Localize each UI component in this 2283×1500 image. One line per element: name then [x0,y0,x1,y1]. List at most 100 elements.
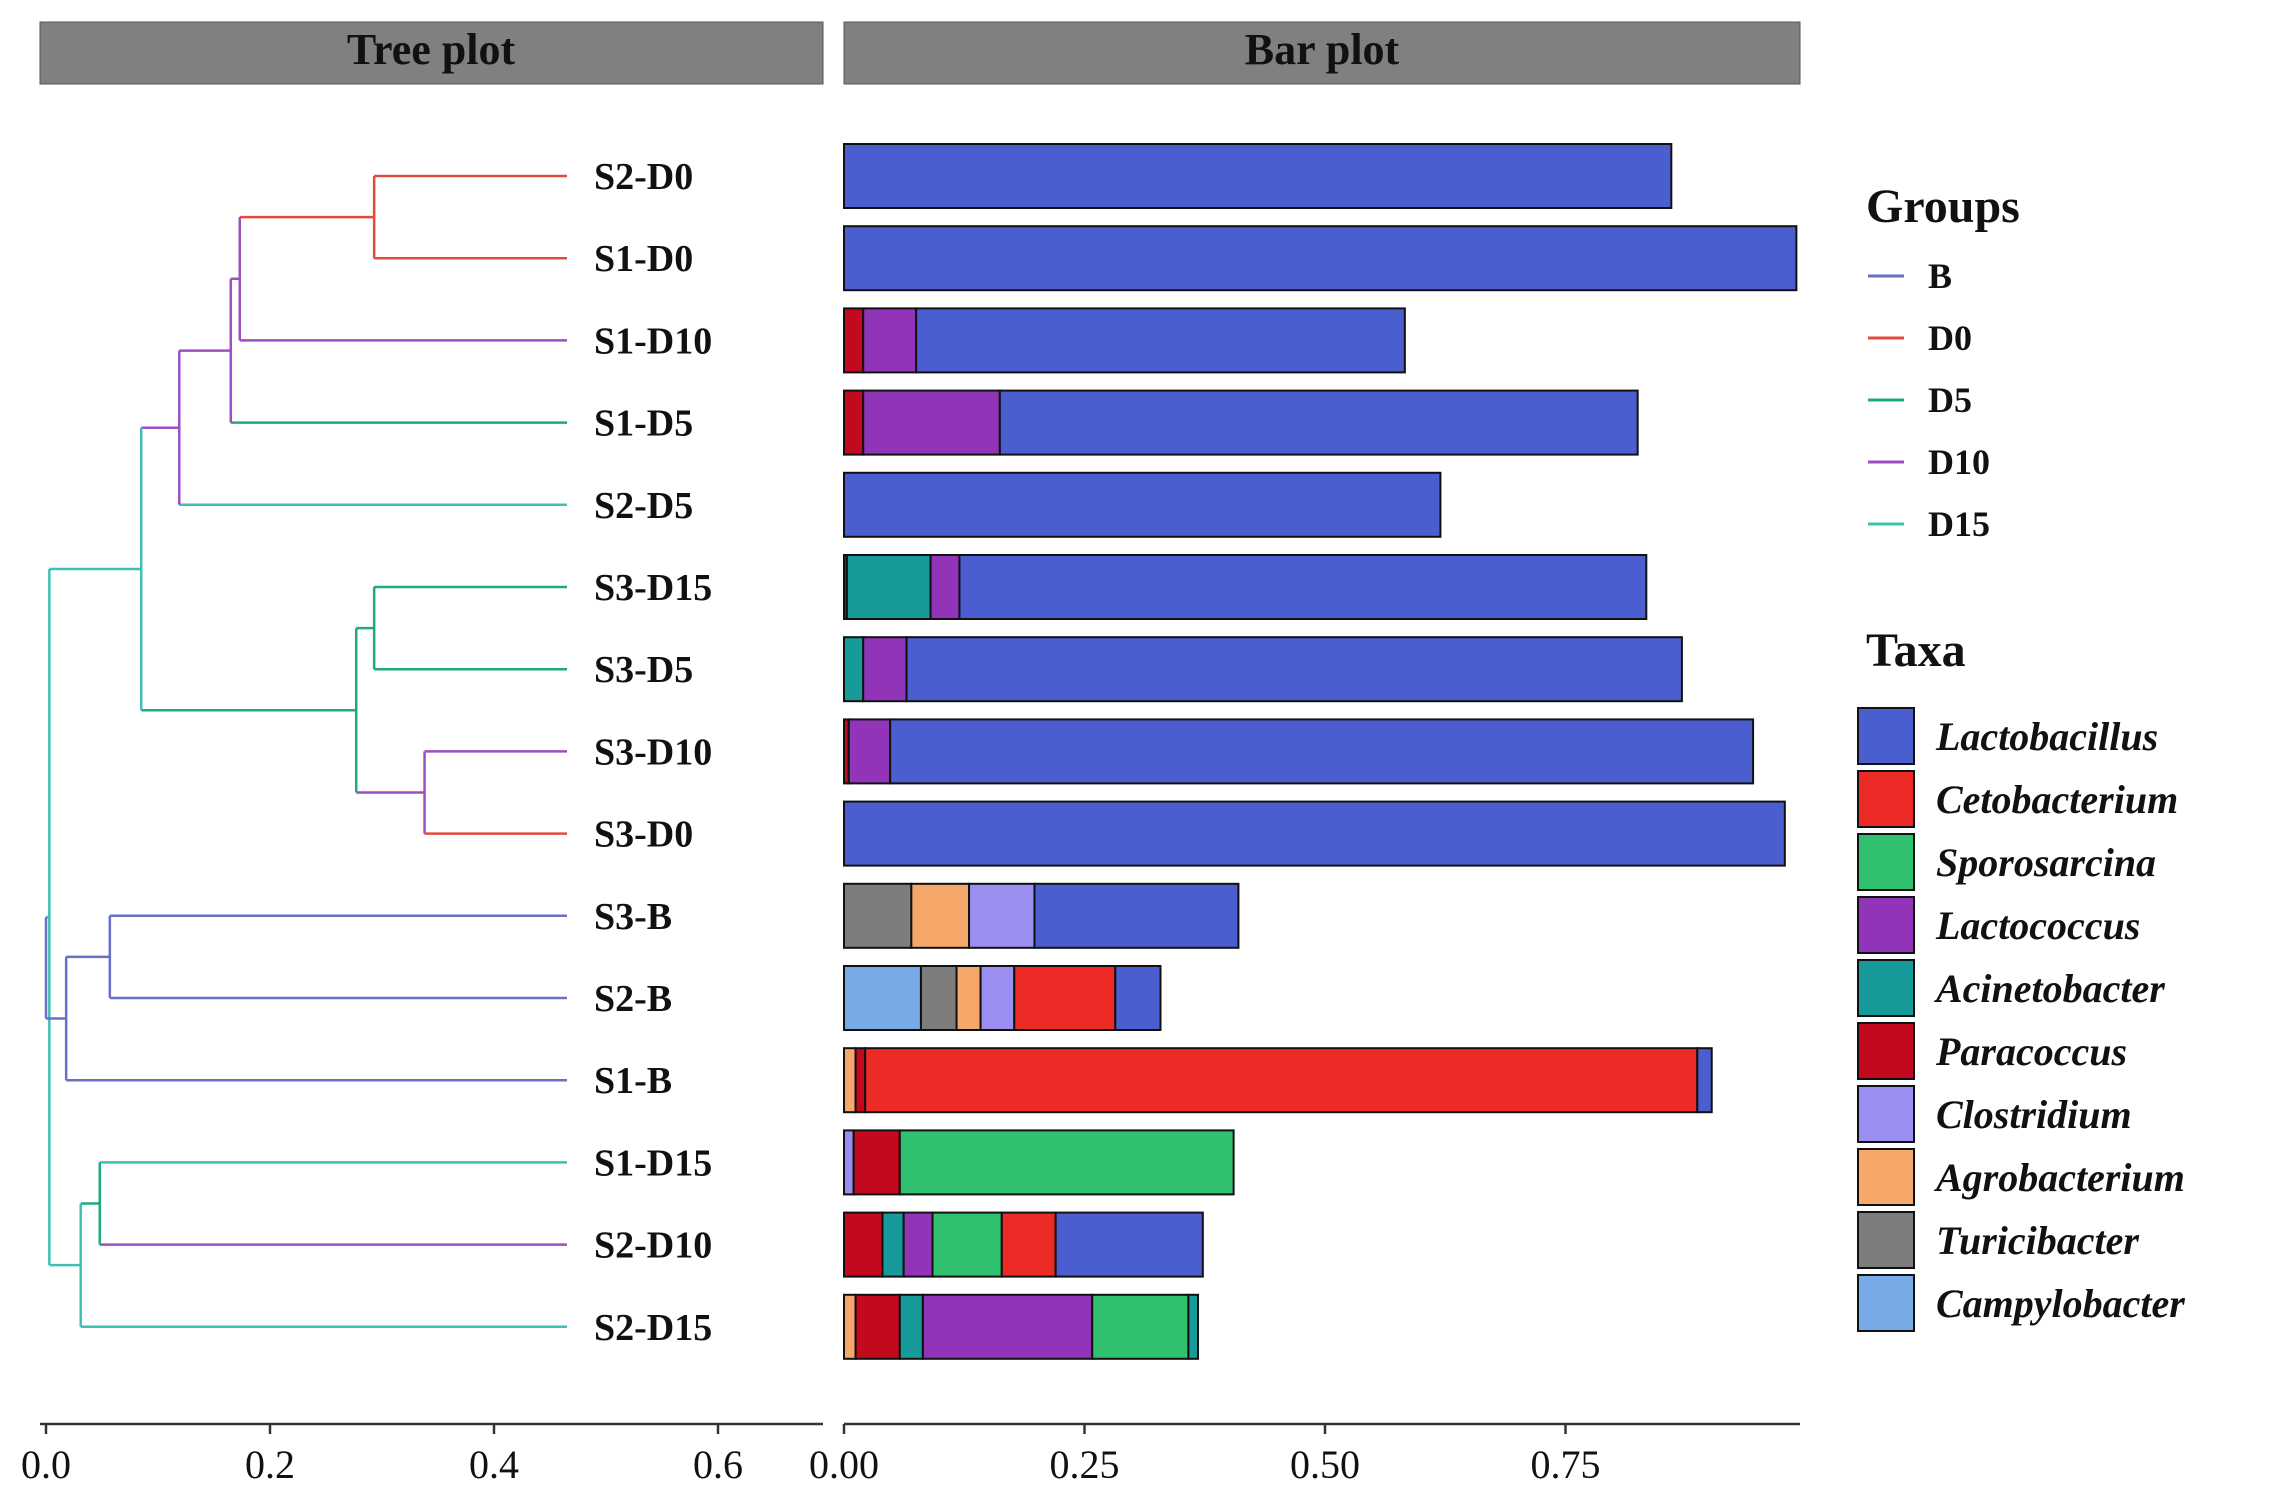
bar-segment-S3-D15-lactobacillus [958,554,1648,620]
taxa-legend-key-paracoccus [1857,1022,1915,1080]
groups-legend-label-B: B [1928,256,1952,296]
bar-segment-S1-D0-lactobacillus [843,225,1798,292]
bar-segment-S2-D10-sporosarcina [931,1211,1003,1278]
leaf-label-S2-D10: S2-D10 [594,1225,712,1267]
bar-S3-D15 [843,554,1648,620]
leaf-label-S2-D5: S2-D5 [594,485,693,527]
bar-S2-D5 [843,471,1442,538]
bar-segment-S3-B-agrobacterium [910,882,971,949]
bar-S3-D0 [843,800,1786,867]
bar-segment-S3-D15-lactococcus [929,554,961,620]
bar-segment-S3-D0-lactobacillus [843,800,1786,867]
leaf-label-S1-D5: S1-D5 [594,403,693,445]
bar-segment-S1-D15-sporosarcina [898,1129,1235,1196]
bar-segment-S1-B-lactobacillus [1696,1047,1713,1114]
taxa-legend-label-agrobacterium: Agrobacterium [1933,1155,2185,1200]
bar-segment-S2-D15-lactococcus [921,1293,1094,1360]
bar-segment-S2-D15-agrobacterium [843,1293,857,1360]
bar-segment-S1-D10-lactobacillus [915,307,1406,374]
bar-segment-S1-D5-paracoccus [843,389,865,456]
bar-segment-S3-B-clostridium [968,882,1036,949]
bar-segment-S2-D0-lactobacillus [843,143,1673,209]
taxa-legend-label-clostridium: Clostridium [1936,1092,2132,1137]
bar-segment-S1-D10-lactococcus [862,307,918,374]
tree-panel-strip: Tree plot [39,21,824,85]
bar-segment-S1-D10-paracoccus [843,307,865,374]
bar-segment-S1-B-paracoccus [854,1047,867,1114]
taxa-legend-label-campylobacter: Campylobacter [1936,1281,2185,1326]
leaf-label-S2-B: S2-B [594,978,672,1020]
bar-segment-S1-D5-lactococcus [862,389,1001,456]
leaf-label-S3-D10: S3-D10 [594,731,712,773]
bar-segment-S2-D10-lactococcus [902,1211,934,1278]
bar-segment-S2-B-campylobacter [843,965,922,1031]
leaf-label-S3-D15: S3-D15 [594,567,712,609]
bar-segment-S3-B-turicibacter [843,882,913,949]
bar-segment-S1-B-cetobacterium [864,1047,1699,1114]
bar-segment-S2-D15-acinetobacter [1187,1293,1200,1360]
bar-segment-S3-B-lactobacillus [1033,882,1240,949]
leaf-label-S2-D15: S2-D15 [594,1307,712,1349]
groups-legend: Groups B D0 D5 D10 D15 [1866,180,2020,544]
bar-S1-B [843,1047,1713,1114]
bar-x-tick-label: 0.00 [809,1442,879,1487]
taxa-legend-label-paracoccus: Paracoccus [1935,1029,2127,1074]
dendrogram [44,174,567,1329]
tree-x-tick-label: 0.2 [245,1442,295,1487]
taxa-legend-key-clostridium [1857,1085,1915,1143]
bar-panel-title: Bar plot [1245,25,1400,74]
bar-S3-D5 [843,636,1683,703]
taxa-legend: Taxa Lactobacillus Cetobacterium Sporosarc… [1857,624,2185,1332]
bar-segment-S2-B-lactobacillus [1114,965,1162,1031]
bar-segment-S1-D5-lactobacillus [998,389,1639,456]
bar-x-tick-label: 0.75 [1531,1442,1601,1487]
bar-S2-D15 [843,1293,1200,1360]
bar-segment-S1-D15-paracoccus [852,1129,901,1196]
bar-segment-S2-D10-acinetobacter [881,1211,905,1278]
bar-segment-S2-B-cetobacterium [1013,965,1117,1031]
bar-S3-D10 [843,718,1755,785]
bar-segment-S2-D10-paracoccus [843,1211,884,1278]
taxa-legend-label-cetobacterium: Cetobacterium [1936,777,2178,822]
bar-x-tick-label: 0.25 [1050,1442,1120,1487]
bar-x-tick-label: 0.50 [1290,1442,1360,1487]
tree-panel-title: Tree plot [347,25,516,74]
bar-segment-S2-D15-acinetobacter [898,1293,924,1360]
groups-legend-label-D15: D15 [1928,504,1990,544]
taxa-legend-key-lactococcus [1857,896,1915,954]
taxa-legend-label-turicibacter: Turicibacter [1936,1218,2139,1263]
groups-legend-label-D5: D5 [1928,380,1972,420]
groups-legend-label-D0: D0 [1928,318,1972,358]
groups-legend-label-D10: D10 [1928,442,1990,482]
bar-segment-S1-D15-clostridium [843,1129,855,1196]
leaf-label-S1-D15: S1-D15 [594,1142,712,1184]
bar-S2-D0 [843,143,1673,209]
bar-segment-S2-B-turicibacter [919,965,958,1031]
bar-segment-S2-D10-lactobacillus [1054,1211,1204,1278]
bar-S1-D10 [843,307,1406,374]
bar-segment-S2-B-agrobacterium [955,965,982,1031]
leaf-label-S1-D10: S1-D10 [594,320,712,362]
bar-segment-S3-D5-acinetobacter [843,636,865,703]
bar-S2-D10 [843,1211,1204,1278]
taxa-legend-key-agrobacterium [1857,1148,1915,1206]
leaf-label-S1-D0: S1-D0 [594,238,693,280]
bar-S1-D5 [843,389,1639,456]
bar-segment-S1-B-agrobacterium [843,1047,857,1114]
bar-S1-D15 [843,1129,1235,1196]
groups-legend-title: Groups [1866,180,2020,233]
tree-x-tick-label: 0.6 [693,1442,743,1487]
bar-segment-S3-D15-acinetobacter [845,554,932,620]
taxa-legend-key-cetobacterium [1857,770,1915,828]
tree-x-tick-label: 0.0 [21,1442,71,1487]
bar-segment-S2-D10-cetobacterium [1000,1211,1057,1278]
leaf-label-S3-D0: S3-D0 [594,814,693,856]
bar-S1-D0 [843,225,1798,292]
stacked-bars [843,143,1798,1360]
taxa-legend-label-acinetobacter: Acinetobacter [1933,966,2165,1011]
taxa-legend-title: Taxa [1866,624,1966,677]
taxa-legend-label-sporosarcina: Sporosarcina [1936,840,2156,885]
tree-x-tick-label: 0.4 [469,1442,519,1487]
leaf-label-S3-D5: S3-D5 [594,649,693,691]
